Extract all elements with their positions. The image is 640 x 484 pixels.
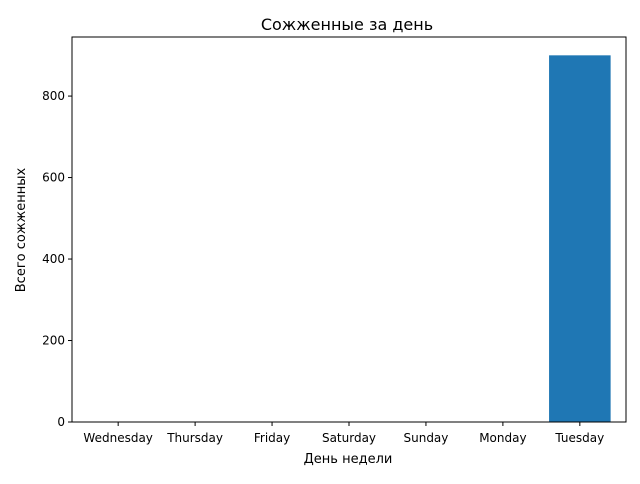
y-tick-label: 400 [42,252,65,266]
y-tick-label: 0 [57,415,65,429]
y-axis: 0 200 400 600 800 [42,89,72,429]
x-axis-label: День недели [304,452,393,467]
x-tick-label: Friday [254,431,290,445]
x-tick-label: Tuesday [554,431,604,445]
bars-layer [549,55,611,422]
y-tick-label: 600 [42,171,65,185]
x-axis: Wednesday Thursday Friday Saturday Sunday Mon… [83,422,604,445]
x-tick-label: Saturday [322,431,376,445]
x-tick-label: Thursday [166,431,223,445]
chart-title: Сожженные за день [261,15,433,34]
x-tick-label: Sunday [403,431,448,445]
y-tick-label: 800 [42,89,65,103]
x-tick-label: Wednesday [83,431,152,445]
y-tick-label: 200 [42,334,65,348]
x-tick-label: Monday [479,431,526,445]
plot-frame [71,36,627,423]
bar-tuesday [549,55,611,422]
y-axis-label: Всего сожженных [14,167,29,292]
